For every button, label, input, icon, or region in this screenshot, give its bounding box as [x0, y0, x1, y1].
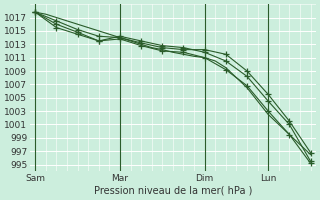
X-axis label: Pression niveau de la mer( hPa ): Pression niveau de la mer( hPa ) [94, 186, 252, 196]
